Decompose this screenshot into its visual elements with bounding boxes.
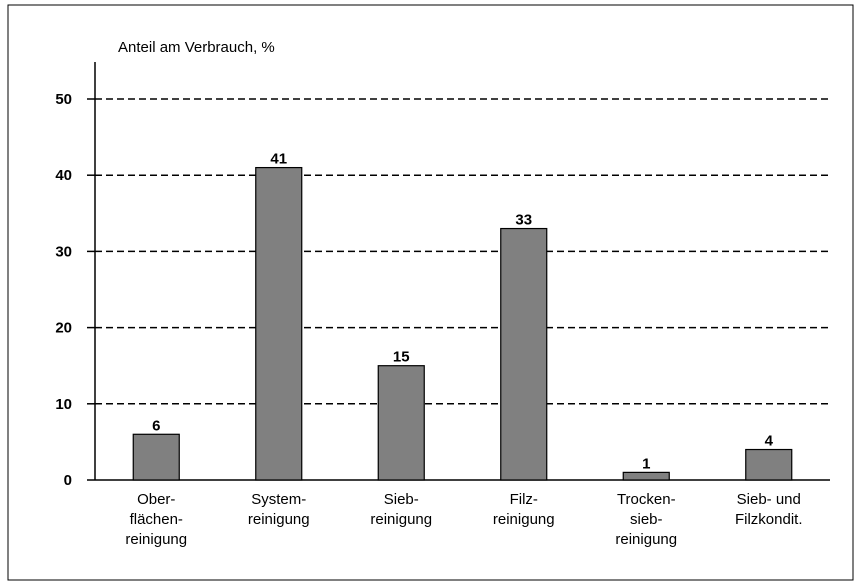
value-label: 1 [642,455,650,472]
x-tick-label: Filzkondit. [735,511,803,528]
value-label: 41 [270,151,287,168]
x-tick-label: reinigung [125,531,187,548]
x-tick-label: Ober- [137,491,175,508]
y-tick-label: 30 [55,243,72,260]
bar [500,227,548,481]
value-label: 33 [515,212,532,229]
x-tick-label: reinigung [370,511,432,528]
value-label: 15 [393,349,410,366]
value-label: 6 [152,417,160,434]
bar [377,365,425,481]
x-tick-label: Filz- [510,491,538,508]
frame [7,4,854,581]
x-tick-label: reinigung [248,511,310,528]
x-tick-label: System- [251,491,306,508]
x-tick-label: Trocken- [617,491,676,508]
bar [255,166,303,481]
x-tick-label: reinigung [615,531,677,548]
y-tick-label: 10 [55,396,72,413]
x-tick-label: Sieb- [384,491,419,508]
x-tick-label: Sieb- und [737,491,801,508]
x-tick-label: reinigung [493,511,555,528]
y-tick-label: 50 [55,91,72,108]
bar [745,448,793,481]
y-tick-label: 20 [55,320,72,337]
y-tick-label: 40 [55,167,72,184]
bar [132,433,180,481]
y-tick-label: 0 [64,472,72,489]
y-axis-label: Anteil am Verbrauch, % [118,39,275,56]
value-label: 4 [765,433,774,450]
x-tick-label: flächen- [130,511,183,528]
bar [622,471,670,481]
x-tick-label: sieb- [630,511,663,528]
